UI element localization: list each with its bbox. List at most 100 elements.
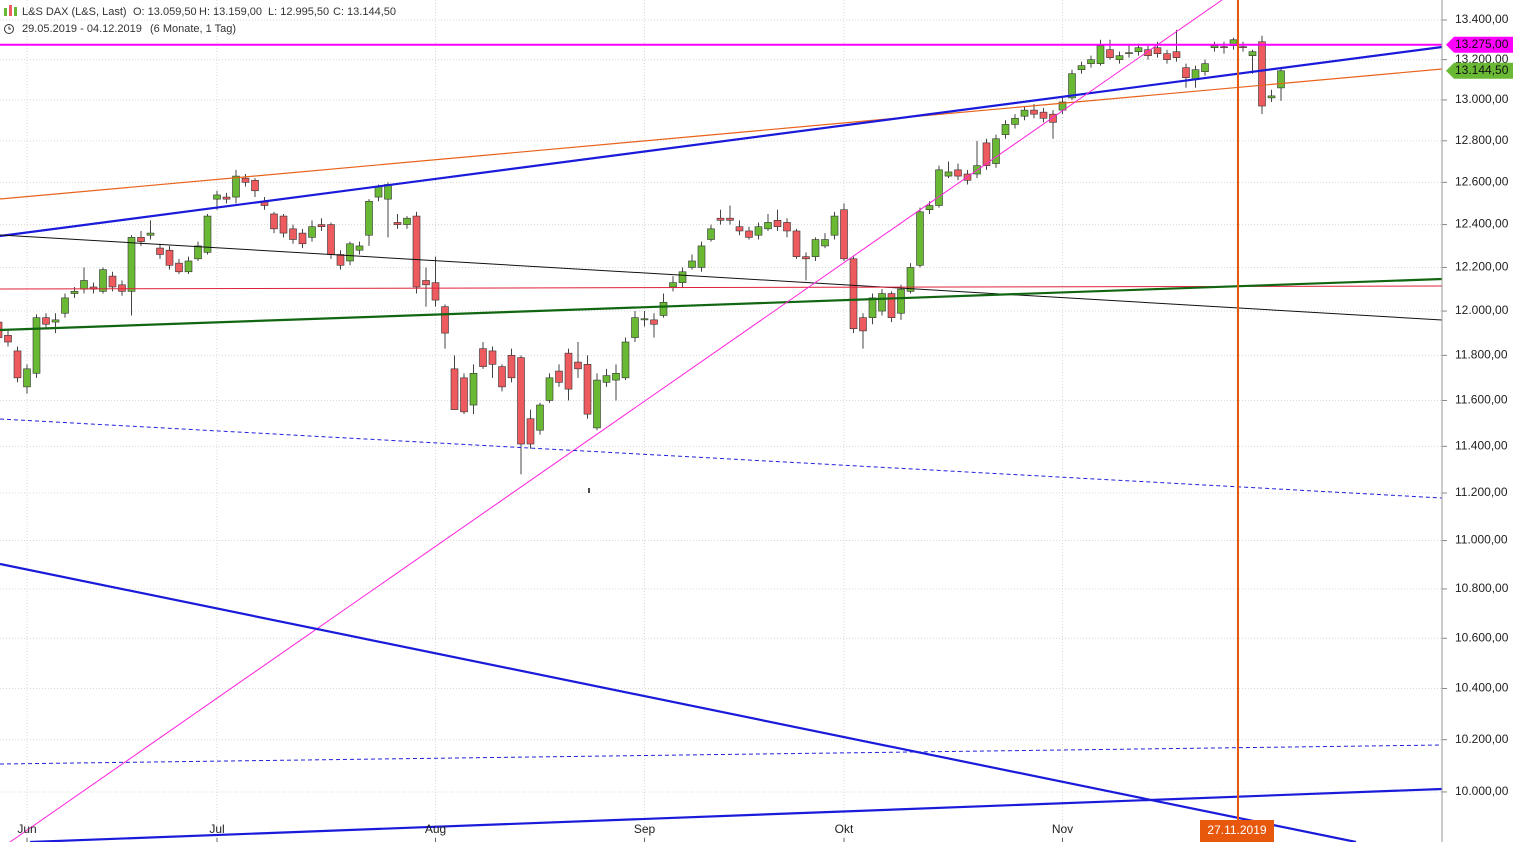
candle-body <box>593 379 601 429</box>
candle-body <box>23 368 31 388</box>
candle-body <box>555 370 563 383</box>
axis: 10.000,00 10.200,00 10.400,00 10.600,00 10.8… <box>17 12 1513 842</box>
y-tick-label: 10.800,00 <box>1455 581 1509 595</box>
candle-body <box>431 282 440 301</box>
x-tick-label: Okt <box>835 822 854 836</box>
candle-body <box>1277 70 1285 89</box>
price-axis <box>1442 0 1513 842</box>
candle-body <box>878 293 886 312</box>
candle-body <box>583 364 592 415</box>
candle-body <box>289 228 297 240</box>
y-tick-label: 12.000,00 <box>1455 303 1509 317</box>
date-range: 29.05.2019 - 04.12.2019 <box>22 23 142 35</box>
candle-body <box>1125 52 1133 54</box>
y-tick-label: 10.200,00 <box>1455 732 1509 746</box>
y-tick-label: 12.600,00 <box>1455 175 1509 189</box>
candle-body <box>754 226 763 236</box>
candle-body <box>4 335 12 343</box>
candle-body <box>745 230 753 238</box>
candle-body <box>298 232 307 245</box>
price-tag <box>1446 62 1513 79</box>
candle-body <box>716 217 725 221</box>
candle-body <box>887 293 896 318</box>
candle-body <box>61 297 69 314</box>
chart-title: L&S DAX (L&S, Last) <box>22 6 127 18</box>
candle-body <box>270 213 278 230</box>
candles <box>0 29 1285 475</box>
candle-body <box>498 366 506 388</box>
candle-body <box>564 352 573 390</box>
candle-body <box>1201 63 1209 72</box>
candle-body <box>536 404 544 431</box>
candle-body <box>422 280 430 286</box>
candle-body <box>384 184 392 200</box>
candle-body <box>802 256 810 260</box>
trendline <box>0 744 1443 765</box>
y-tick-label: 12.200,00 <box>1455 260 1509 274</box>
candle-body <box>1039 111 1048 119</box>
candle-body <box>982 142 991 166</box>
candle-body <box>944 171 953 177</box>
icon <box>9 5 12 16</box>
y-tick-label: 11.000,00 <box>1455 533 1508 547</box>
candle-body <box>393 222 402 225</box>
y-tick-label: 11.600,00 <box>1455 393 1508 407</box>
candle-body <box>51 319 60 323</box>
y-tick-label: 12.800,00 <box>1455 133 1509 147</box>
candle-body <box>517 357 525 445</box>
date-marker-box <box>1200 820 1274 842</box>
candle-body <box>1001 124 1010 135</box>
candle-body <box>317 224 326 227</box>
candle-body <box>612 373 620 381</box>
candle-body <box>735 226 744 232</box>
x-tick-label: Jul <box>209 822 224 836</box>
candle-body <box>1267 95 1276 99</box>
candle-body <box>621 341 630 379</box>
candle-body <box>773 220 782 227</box>
candle-body <box>412 215 421 288</box>
header-value: C: 13.144,50 <box>333 6 396 18</box>
candle-body <box>1153 47 1162 54</box>
candle-body <box>868 297 877 318</box>
candle-body <box>241 177 250 183</box>
candle-body <box>213 194 221 200</box>
candle-body <box>849 258 858 329</box>
candle-body <box>697 245 706 268</box>
candle-body <box>1068 73 1076 99</box>
grid <box>0 0 1442 842</box>
candle-body <box>488 350 497 365</box>
candle-body <box>1087 59 1095 64</box>
candle-body <box>726 217 734 221</box>
candle-body <box>1248 51 1257 56</box>
header: L&S DAX (L&S, Last) O: 13.059,50 H: 13.1… <box>4 5 396 35</box>
candle-body <box>156 247 164 255</box>
candle-body <box>1115 55 1124 60</box>
candle-body <box>1049 113 1057 123</box>
candle-body <box>897 288 905 314</box>
header-value: H: 13.159,00 <box>199 6 262 18</box>
candle-body <box>1030 109 1038 115</box>
candle-body <box>146 232 155 236</box>
candle-body <box>32 317 41 374</box>
candle-body <box>469 373 478 406</box>
candle-body <box>194 245 202 260</box>
header-value: O: 13.059,50 <box>133 6 197 18</box>
candle-body <box>403 217 411 225</box>
header-value: L: 12.995,50 <box>268 6 329 18</box>
clock-icon <box>4 24 14 34</box>
y-tick-label: 12.400,00 <box>1455 217 1509 231</box>
trendlines <box>0 0 1443 842</box>
candle-body <box>678 271 687 283</box>
y-tick-label: 11.200,00 <box>1455 485 1508 499</box>
candle-body <box>859 317 867 332</box>
candle-body <box>99 269 107 292</box>
y-tick-label: 13.200,00 <box>1455 52 1509 66</box>
candle-body <box>70 291 79 294</box>
candle-body <box>688 260 696 268</box>
trendline <box>0 562 1357 842</box>
candle-body <box>792 230 801 257</box>
candle-body <box>479 348 487 367</box>
candle-body <box>374 186 383 198</box>
candle-body <box>1106 49 1114 58</box>
candle-body <box>80 280 88 290</box>
